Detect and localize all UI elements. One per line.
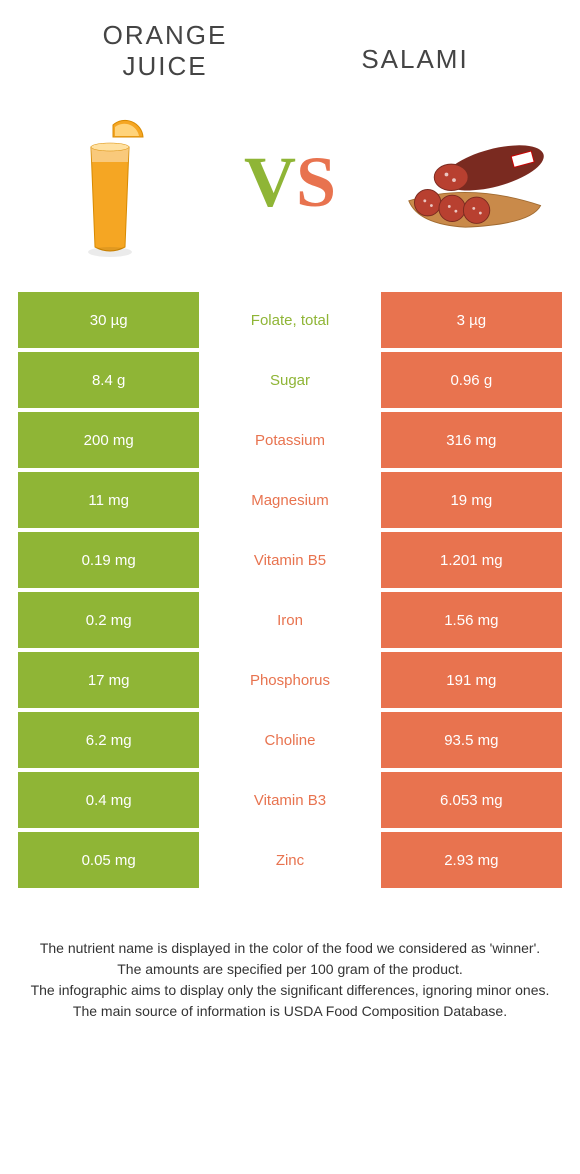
left-title-line1: ORANGE xyxy=(40,20,290,51)
left-value: 6.2 mg xyxy=(18,712,199,768)
left-value: 30 µg xyxy=(18,292,199,348)
table-row: 0.19 mgVitamin B51.201 mg xyxy=(18,532,562,588)
left-value: 200 mg xyxy=(18,412,199,468)
left-value: 17 mg xyxy=(18,652,199,708)
header: ORANGE JUICE SALAMI xyxy=(0,0,580,82)
table-row: 6.2 mgCholine93.5 mg xyxy=(18,712,562,768)
right-value: 1.56 mg xyxy=(381,592,562,648)
right-value: 316 mg xyxy=(381,412,562,468)
table-row: 0.2 mgIron1.56 mg xyxy=(18,592,562,648)
nutrient-label: Choline xyxy=(199,712,380,768)
right-title-block: SALAMI xyxy=(290,20,540,75)
right-title: SALAMI xyxy=(290,44,540,75)
table-row: 0.05 mgZinc2.93 mg xyxy=(18,832,562,888)
vs-v: V xyxy=(244,142,296,222)
nutrient-label: Vitamin B5 xyxy=(199,532,380,588)
right-value: 0.96 g xyxy=(381,352,562,408)
nutrient-label: Phosphorus xyxy=(199,652,380,708)
nutrient-label: Magnesium xyxy=(199,472,380,528)
salami-icon xyxy=(390,122,550,242)
right-value: 2.93 mg xyxy=(381,832,562,888)
vs-label: VS xyxy=(244,141,336,224)
right-value: 6.053 mg xyxy=(381,772,562,828)
left-value: 11 mg xyxy=(18,472,199,528)
salami-image xyxy=(390,102,550,262)
right-value: 191 mg xyxy=(381,652,562,708)
table-row: 8.4 gSugar0.96 g xyxy=(18,352,562,408)
left-value: 0.4 mg xyxy=(18,772,199,828)
table-row: 200 mgPotassium316 mg xyxy=(18,412,562,468)
left-title-line2: JUICE xyxy=(40,51,290,82)
images-row: VS xyxy=(0,82,580,292)
left-title-block: ORANGE JUICE xyxy=(40,20,290,82)
footnote-line2: The amounts are specified per 100 gram o… xyxy=(30,959,550,980)
nutrient-label: Vitamin B3 xyxy=(199,772,380,828)
nutrient-label: Sugar xyxy=(199,352,380,408)
comparison-table: 30 µgFolate, total3 µg8.4 gSugar0.96 g20… xyxy=(18,292,562,888)
left-value: 0.2 mg xyxy=(18,592,199,648)
table-row: 11 mgMagnesium19 mg xyxy=(18,472,562,528)
footnote-line4: The main source of information is USDA F… xyxy=(30,1001,550,1022)
nutrient-label: Potassium xyxy=(199,412,380,468)
right-value: 3 µg xyxy=(381,292,562,348)
table-row: 0.4 mgVitamin B36.053 mg xyxy=(18,772,562,828)
right-value: 93.5 mg xyxy=(381,712,562,768)
left-value: 0.19 mg xyxy=(18,532,199,588)
nutrient-label: Folate, total xyxy=(199,292,380,348)
footnote-line1: The nutrient name is displayed in the co… xyxy=(30,938,550,959)
left-value: 8.4 g xyxy=(18,352,199,408)
footnote-line3: The infographic aims to display only the… xyxy=(30,980,550,1001)
left-value: 0.05 mg xyxy=(18,832,199,888)
orange-juice-icon xyxy=(55,107,165,257)
right-value: 19 mg xyxy=(381,472,562,528)
orange-juice-image xyxy=(30,102,190,262)
table-row: 30 µgFolate, total3 µg xyxy=(18,292,562,348)
nutrient-label: Iron xyxy=(199,592,380,648)
nutrient-label: Zinc xyxy=(199,832,380,888)
right-value: 1.201 mg xyxy=(381,532,562,588)
footnote: The nutrient name is displayed in the co… xyxy=(0,938,580,1022)
vs-s: S xyxy=(296,142,336,222)
table-row: 17 mgPhosphorus191 mg xyxy=(18,652,562,708)
